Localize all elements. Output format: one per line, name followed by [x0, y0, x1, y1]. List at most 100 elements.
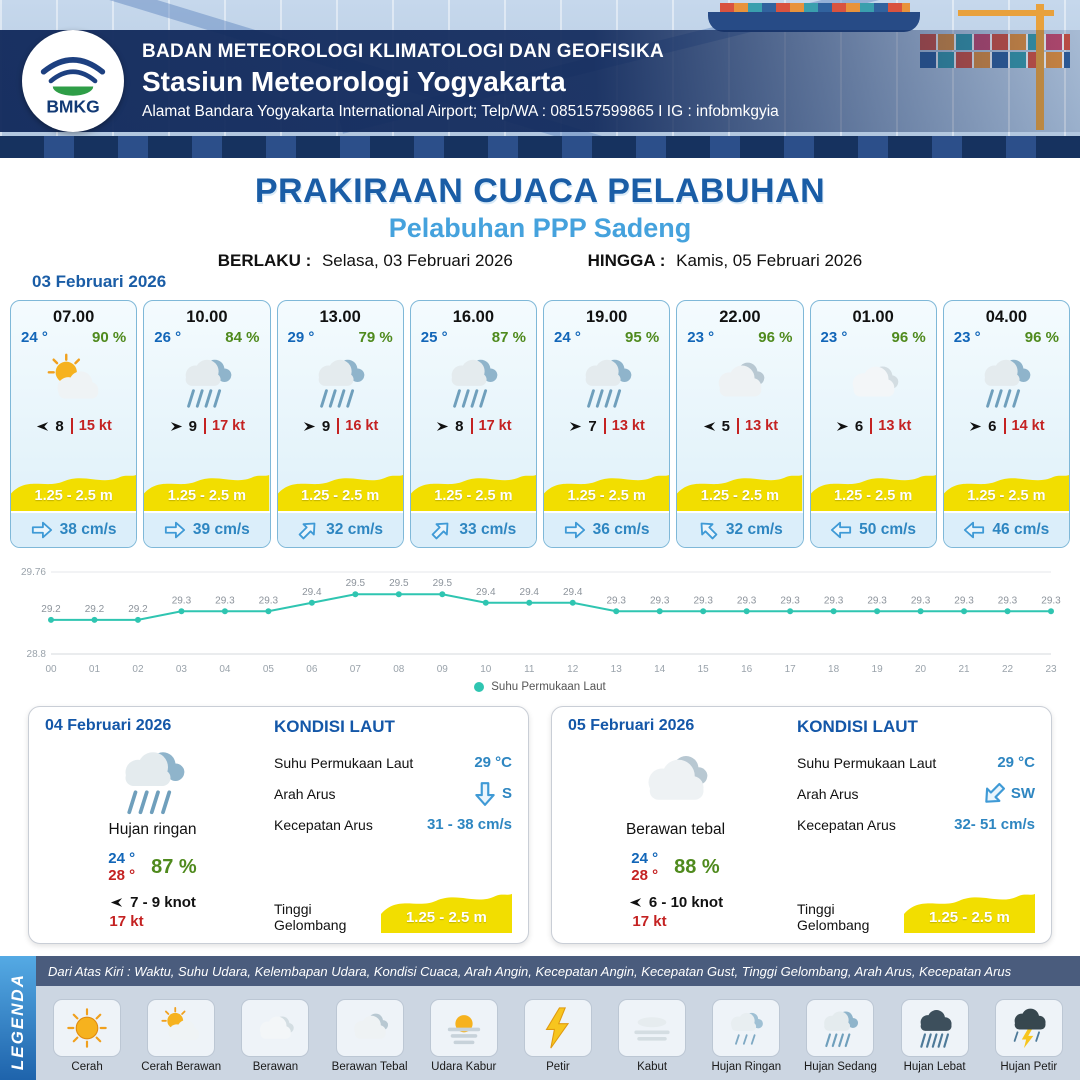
forecast-date: 03 Februari 2026	[32, 272, 167, 291]
wave-height-band: 1.25 - 2.5 m	[381, 883, 512, 933]
legend-item-label: Hujan Ringan	[711, 1061, 782, 1074]
legend-item: Udara Kabur	[418, 999, 510, 1074]
weather-condition: Hujan ringan	[108, 821, 197, 838]
svg-text:18: 18	[828, 664, 840, 675]
current-direction-row: Arah Arus S	[274, 778, 512, 809]
humidity: 87 %	[491, 329, 526, 346]
temp-humidity-block: 24 ° 28 ° 87 %	[45, 843, 260, 891]
wave-height: 1.25 - 2.5 m	[567, 488, 646, 504]
current-row: 32 cm/s	[277, 511, 403, 547]
wind-speed: 8	[55, 417, 64, 435]
current-row: 38 cm/s	[11, 511, 137, 547]
legend-item: Berawan	[229, 999, 321, 1074]
legend-item: Hujan Petir	[983, 999, 1075, 1074]
current-row: 33 cm/s	[410, 511, 536, 547]
wave-height-band: 1.25 - 2.5 m	[944, 465, 1069, 511]
wind-row: 9 17 kt	[144, 413, 269, 439]
wave-height-band: 1.25 - 2.5 m	[811, 465, 936, 511]
bmkg-logo: BMKG	[22, 30, 124, 132]
sea-conditions: KONDISI LAUT Suhu Permukaan Laut 29 °C A…	[260, 717, 512, 933]
temp-max: 28 °	[108, 867, 136, 884]
weather-icon	[440, 351, 506, 413]
svg-text:04: 04	[219, 664, 231, 675]
current-speed-value: 31 - 38 cm/s	[426, 816, 512, 833]
air-temperature: 26 °	[154, 329, 182, 346]
svg-text:07: 07	[350, 664, 362, 675]
temp-min: 24 °	[631, 850, 659, 867]
wind-range: 7 - 9 knot	[130, 893, 196, 911]
legend-item: Kabut	[606, 999, 698, 1074]
svg-text:29.2: 29.2	[41, 604, 61, 615]
weather-icon	[440, 1005, 488, 1051]
legend-item-label: Cerah	[71, 1061, 103, 1074]
valid-to-label: HINGGA :	[587, 251, 666, 270]
ship-illustration	[708, 12, 920, 32]
current-speed-value: 32- 51 cm/s	[954, 816, 1035, 833]
wave-height-label: Tinggi Gelombang	[797, 901, 870, 933]
svg-text:29.3: 29.3	[215, 595, 235, 606]
current-row: 32 cm/s	[677, 511, 803, 547]
daily-forecast-card: 05 Februari 2026 Berawan tebal 24 ° 28 °…	[551, 706, 1052, 944]
wind-row: 7 - 9 knot	[45, 891, 260, 913]
sst-label: Suhu Permukaan Laut	[274, 754, 414, 771]
current-direction-row: Arah Arus SW	[797, 778, 1035, 809]
weather-icon	[63, 1005, 111, 1051]
wind-direction-icon	[169, 419, 184, 434]
current-speed: 33 cm/s	[459, 521, 517, 538]
bmkg-logo-text: BMKG	[46, 96, 99, 116]
wave-height: 1.25 - 2.5 m	[834, 488, 913, 504]
forecast-time: 22.00	[719, 308, 761, 326]
temp-humidity-row: 26 ° 84 %	[144, 329, 269, 351]
header-text-band: BADAN METEOROLOGI KLIMATOLOGI DAN GEOFIS…	[0, 30, 1080, 132]
sst-value: 29 °C	[474, 754, 512, 771]
svg-text:29.3: 29.3	[867, 595, 887, 606]
svg-text:19: 19	[872, 664, 884, 675]
current-direction-icon	[692, 514, 723, 545]
daily-forecast-row: 04 Februari 2026 Hujan ringan 24 ° 28 ° …	[0, 702, 1080, 948]
legend-icon-panel	[241, 999, 310, 1058]
air-temperature: 24 °	[554, 329, 581, 346]
svg-text:28.8: 28.8	[27, 649, 47, 660]
legend-item: Berawan Tebal	[324, 999, 416, 1074]
current-direction-text: SW	[1010, 785, 1035, 802]
svg-text:29.3: 29.3	[780, 595, 800, 606]
weather-icon	[722, 1005, 770, 1051]
svg-text:06: 06	[306, 664, 318, 675]
forecast-card: 04.00 23 ° 96 % 6 14 kt 1.25 - 2.5 m 46 …	[942, 300, 1070, 548]
wind-row: 6 - 10 knot	[568, 891, 783, 913]
legend-item: Hujan Lebat	[889, 999, 981, 1074]
forecast-time: 07.00	[52, 308, 95, 326]
validity-line: BERLAKU : Selasa, 03 Februari 2026 HINGG…	[0, 251, 1080, 271]
current-row: 36 cm/s	[544, 511, 670, 547]
svg-text:02: 02	[132, 664, 144, 675]
forecast-card: 19.00 24 ° 95 % 7 13 kt 1.25 - 2.5 m 36 …	[543, 300, 671, 548]
daily-weather-summary: 04 Februari 2026 Hujan ringan 24 ° 28 ° …	[45, 717, 260, 933]
sea-conditions-title: KONDISI LAUT	[274, 717, 395, 736]
temp-humidity-block: 24 ° 28 ° 88 %	[568, 843, 783, 891]
svg-text:29.3: 29.3	[259, 595, 279, 606]
svg-text:23: 23	[1045, 664, 1057, 675]
valid-from-value: Selasa, 03 Februari 2026	[321, 251, 513, 270]
svg-text:29.3: 29.3	[606, 595, 626, 606]
header-bottom-strip	[0, 136, 1080, 158]
temp-min: 24 °	[108, 850, 136, 867]
legend-note: Dari Atas Kiri : Waktu, Suhu Udara, Kele…	[36, 956, 1080, 986]
sea-conditions: KONDISI LAUT Suhu Permukaan Laut 29 °C A…	[783, 717, 1035, 933]
weather-icon	[534, 1005, 582, 1051]
bmkg-logo-icon: BMKG	[40, 57, 106, 116]
wave-height: 1.25 - 2.5 m	[301, 488, 380, 504]
wind-speed: 9	[321, 417, 331, 435]
sst-row: Suhu Permukaan Laut 29 °C	[797, 747, 1035, 778]
wind-speed: 8	[455, 417, 464, 435]
legend-items: Cerah Cerah Berawan Berawan	[36, 986, 1080, 1080]
svg-text:29.3: 29.3	[693, 595, 713, 606]
daily-weather-summary: 05 Februari 2026 Berawan tebal 24 ° 28 °…	[568, 717, 783, 933]
sst-value: 29 °C	[997, 754, 1035, 771]
forecast-time: 19.00	[585, 308, 628, 326]
sst-chart-section: 29.76 28.8 29.2 00 29.2 01 29.2 02 29.3 03 29.3 04 2…	[0, 552, 1080, 702]
current-direction-icon	[31, 519, 53, 541]
wind-speed: 9	[188, 417, 198, 435]
current-direction-icon	[472, 781, 498, 807]
wind-direction-icon	[435, 419, 450, 434]
forecast-time: 13.00	[319, 308, 361, 326]
